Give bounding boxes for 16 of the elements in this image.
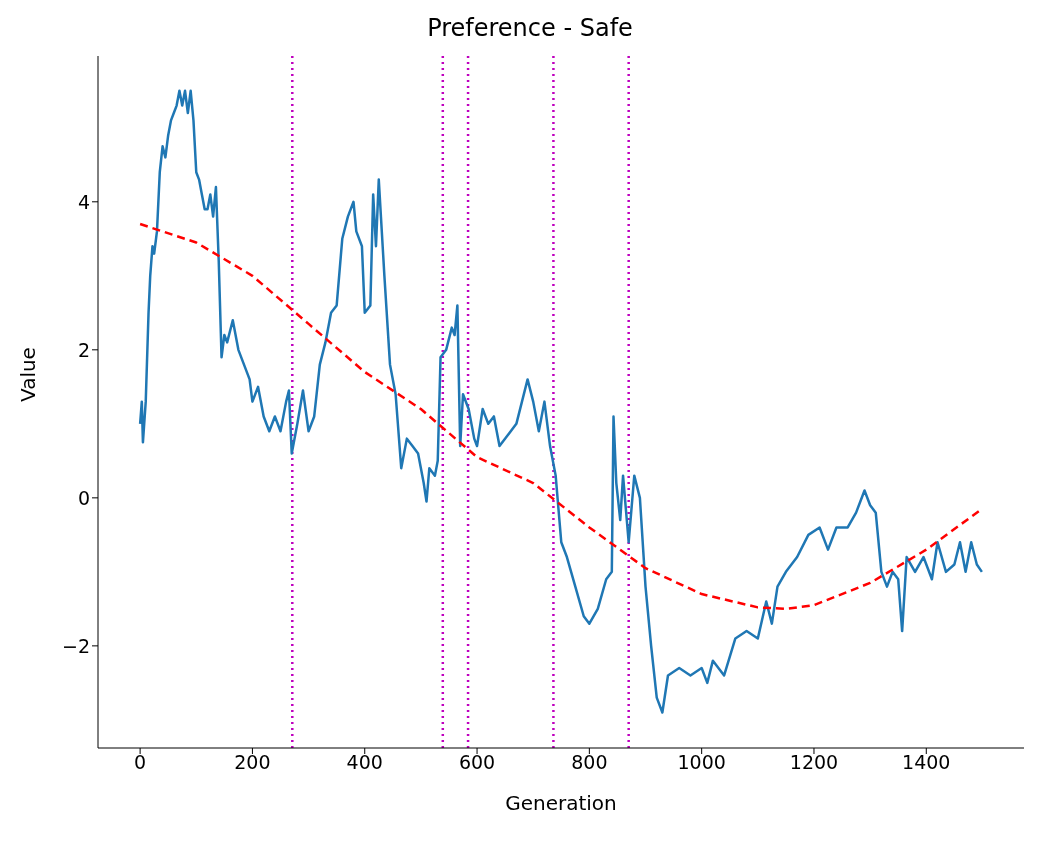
- x-tick-label: 800: [571, 751, 608, 774]
- x-tick-label: 200: [234, 751, 271, 774]
- y-tick-label: 4: [77, 190, 90, 213]
- y-tick-label: 2: [77, 338, 90, 361]
- y-axis-title: Value: [16, 347, 41, 402]
- line-series: [138, 89, 984, 714]
- x-tick-label: 1400: [902, 751, 951, 774]
- chart-title: Preference - Safe: [426, 13, 634, 44]
- y-tick-label: 0: [77, 486, 90, 509]
- x-tick-label: 1000: [677, 751, 726, 774]
- y-tick-label: −2: [61, 634, 90, 657]
- x-tick-label: 600: [458, 751, 496, 774]
- x-tick-label: 0: [134, 751, 147, 774]
- x-axis-title: Generation: [505, 791, 617, 815]
- x-tick-label: 1200: [789, 751, 839, 774]
- x-tick-label: 400: [346, 751, 383, 774]
